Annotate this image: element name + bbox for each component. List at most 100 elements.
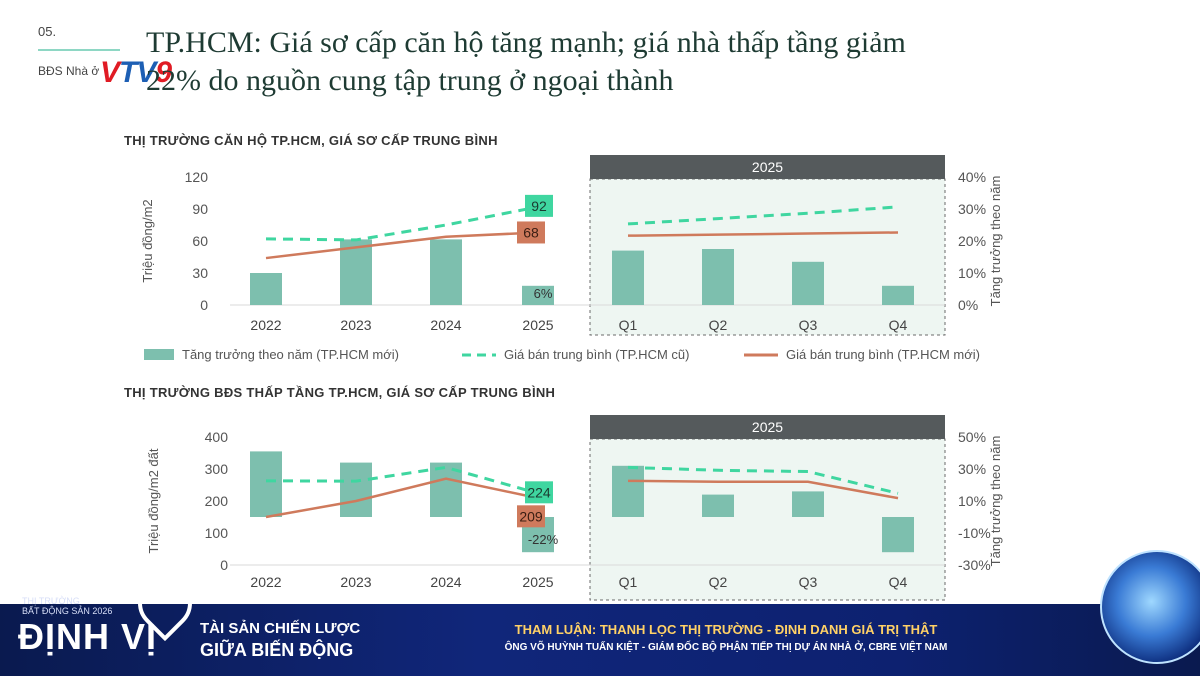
legend-bar-swatch — [144, 349, 174, 360]
legend-solid-swatch — [744, 353, 778, 356]
y-tick-left: 400 — [205, 429, 229, 445]
bar-growth — [702, 494, 734, 517]
y-axis-title-left: Triệu đồng/m2 đất — [146, 448, 161, 553]
apartment-price-chart: 2025 120 90 60 30 0 40% 30% 20% 10% 0% Triệu đồng/m… — [140, 155, 1003, 336]
bar-growth — [340, 462, 372, 517]
bar-growth — [340, 239, 372, 305]
highlight-2025-box — [589, 178, 946, 336]
legend-dashed-swatch — [462, 353, 496, 356]
banner-tagline-2: GIỮA BIẾN ĐỘNG — [200, 640, 354, 660]
x-tick-label: 2022 — [250, 574, 281, 590]
globe-icon — [1100, 550, 1200, 664]
bar-growth — [792, 261, 824, 305]
x-tick-label: Q1 — [619, 574, 638, 590]
y-axis-title-right: Tăng trưởng theo năm — [988, 176, 1003, 307]
y-tick-right: -10% — [958, 525, 991, 541]
vtv9-logo: VTV9 — [100, 56, 172, 89]
line-new-annual — [265, 477, 539, 519]
bar-growth — [792, 491, 824, 517]
label-old-2025: 224 — [527, 484, 551, 500]
y-tick-left: 120 — [185, 169, 209, 185]
label-new-2025: 209 — [519, 508, 543, 524]
y-tick-left: 100 — [205, 525, 229, 541]
slide-title-line1: TP.HCM: Giá sơ cấp căn hộ tăng mạnh; giá… — [146, 26, 906, 59]
line-new-quarterly — [627, 479, 899, 500]
bar-growth — [430, 239, 462, 305]
y-tick-left: 200 — [205, 493, 229, 509]
banner-headline: THAM LUẬN: THANH LỌC THỊ TRƯỜNG - ĐỊNH D… — [514, 622, 938, 637]
x-tick-label: Q3 — [799, 317, 818, 333]
label-new-2025-box — [517, 221, 545, 244]
line-old-annual — [265, 465, 539, 495]
x-tick-label: Q1 — [619, 317, 638, 333]
y-tick-left: 30 — [192, 265, 208, 281]
label-growth-2025: -22% — [528, 532, 559, 547]
y-tick-right: 40% — [958, 169, 986, 185]
y-tick-right: 10% — [958, 265, 986, 281]
banner-subline: ÔNG VÕ HUỲNH TUẤN KIỆT - GIÁM ĐỐC BỘ PHẬ… — [504, 642, 948, 653]
x-tick-label: Q2 — [709, 574, 728, 590]
legend-bar-label: Tăng trưởng theo năm (TP.HCM mới) — [182, 347, 399, 362]
bar-growth — [522, 285, 554, 305]
x-tick-label: Q3 — [799, 574, 818, 590]
x-tick-label: 2023 — [340, 317, 371, 333]
lowrise-price-chart: 2025 400 300 200 100 0 50% 30% 10% -10% -30% Triệu … — [146, 415, 1003, 601]
line-new-annual — [265, 231, 539, 260]
x-tick-label: 2025 — [522, 574, 553, 590]
label-old-2025-box — [525, 481, 553, 504]
y-tick-right: 10% — [958, 493, 986, 509]
x-tick-label: Q4 — [889, 574, 908, 590]
x-tick-label: 2025 — [522, 317, 553, 333]
label-new-2025: 68 — [523, 224, 539, 240]
line-old-quarterly — [627, 205, 899, 226]
slide-title-line2: 22% do nguồn cung tập trung ở ngoại thàn… — [146, 64, 674, 97]
bar-growth — [250, 451, 282, 517]
section-label: BĐS Nhà ở — [38, 64, 100, 78]
bar-growth — [702, 249, 734, 305]
y-tick-right: 20% — [958, 233, 986, 249]
slide-number: 05. — [38, 24, 57, 39]
y-tick-left: 60 — [192, 233, 208, 249]
slide-title: TP.HCM: Giá sơ cấp căn hộ tăng mạnh; giá… — [146, 24, 1106, 100]
label-old-2025: 92 — [531, 198, 547, 214]
y-axis-title-right: Tăng trưởng theo năm — [988, 436, 1003, 567]
label-new-2025-box — [517, 505, 545, 528]
y-tick-left: 0 — [220, 557, 228, 573]
y-tick-left: 90 — [192, 201, 208, 217]
label-growth-2025: 6% — [534, 286, 553, 301]
highlight-2025-label: 2025 — [752, 419, 783, 435]
legend-dashed-label: Giá bán trung bình (TP.HCM cũ) — [504, 347, 690, 362]
x-tick-label: Q2 — [709, 317, 728, 333]
bar-growth — [882, 285, 914, 305]
broadcast-banner: THỊ TRƯỜNG BẤT ĐỘNG SẢN 2026 ĐỊNH VỊ TÀI… — [0, 564, 1200, 676]
bar-growth — [250, 273, 282, 305]
y-tick-right: 30% — [958, 201, 986, 217]
line-old-quarterly — [627, 465, 899, 495]
line-old-annual — [265, 205, 539, 242]
legend-dashed: Giá bán trung bình (TP.HCM cũ) — [462, 347, 689, 362]
bar-growth — [612, 250, 644, 305]
x-tick-label: Q4 — [889, 317, 908, 333]
label-old-2025-box — [525, 194, 553, 217]
legend-solid-label: Giá bán trung bình (TP.HCM mới) — [786, 347, 980, 362]
highlight-2025-band — [590, 415, 945, 439]
y-tick-right: 50% — [958, 429, 986, 445]
bar-growth — [612, 465, 644, 517]
chart2-title: THỊ TRƯỜNG BĐS THẤP TẦNG TP.HCM, GIÁ SƠ … — [124, 385, 556, 400]
legend-bar: Tăng trưởng theo năm (TP.HCM mới) — [144, 347, 399, 362]
x-tick-label: 2024 — [430, 574, 461, 590]
x-tick-label: 2022 — [250, 317, 281, 333]
chart1-title: THỊ TRƯỜNG CĂN HỘ TP.HCM, GIÁ SƠ CẤP TRU… — [124, 133, 498, 148]
x-tick-label: 2023 — [340, 574, 371, 590]
slide-number-rule — [38, 49, 120, 51]
banner-brand: ĐỊNH VỊ — [18, 616, 158, 657]
highlight-2025-band — [590, 155, 945, 179]
banner-event-label: THỊ TRƯỜNG BẤT ĐỘNG SẢN 2026 — [22, 596, 113, 616]
y-tick-left: 300 — [205, 461, 229, 477]
x-tick-label: 2024 — [430, 317, 461, 333]
legend-solid: Giá bán trung bình (TP.HCM mới) — [744, 347, 980, 362]
bar-growth — [882, 517, 914, 553]
banner-tagline-1: TÀI SẢN CHIẾN LƯỢC — [200, 620, 361, 637]
y-tick-right: -30% — [958, 557, 991, 573]
y-tick-left: 0 — [200, 297, 208, 313]
